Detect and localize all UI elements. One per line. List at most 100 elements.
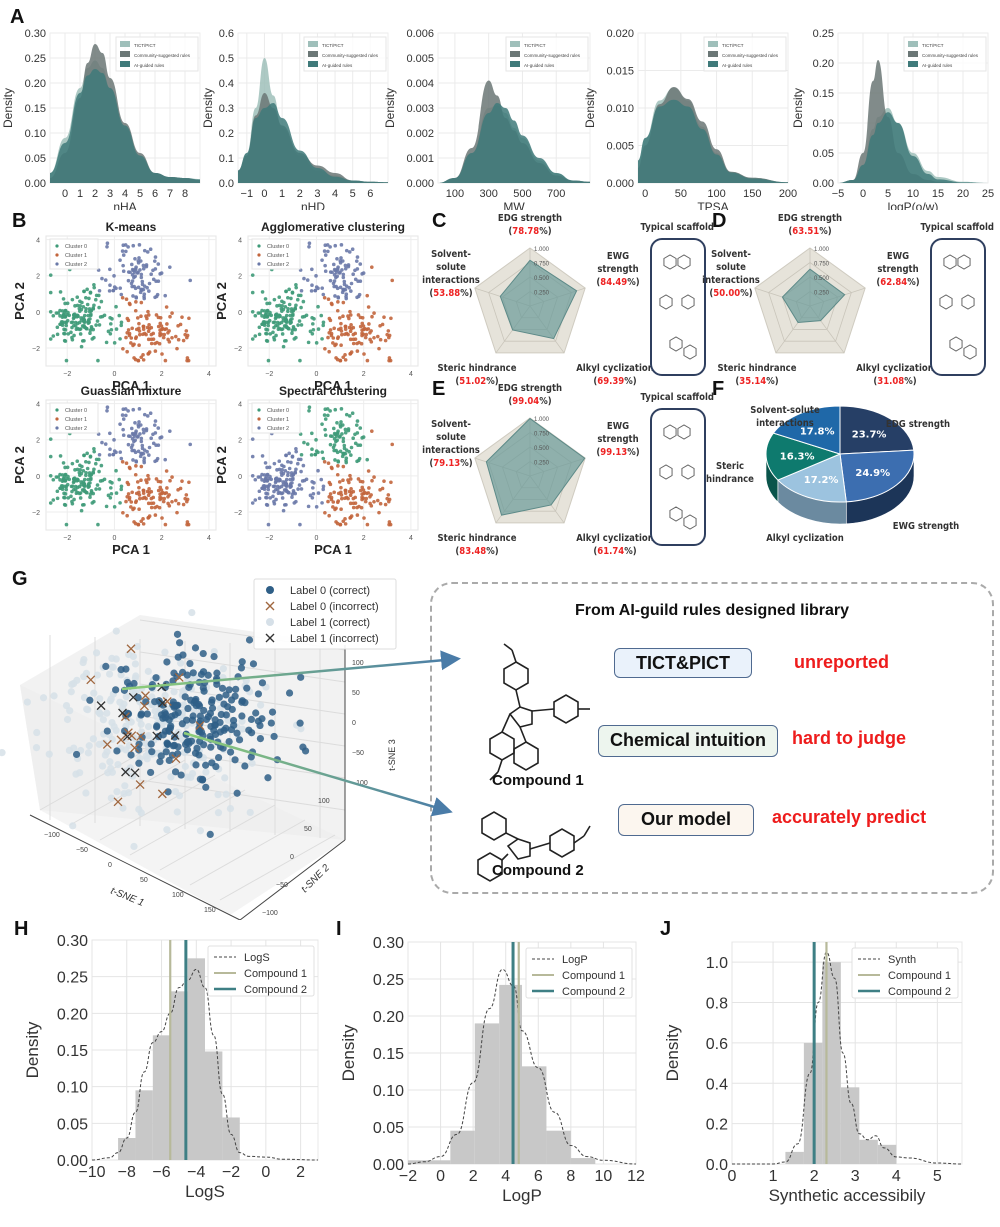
scatter-point bbox=[284, 483, 288, 487]
scatter-point bbox=[274, 314, 279, 319]
scatter-point bbox=[105, 241, 110, 246]
scatter-point bbox=[63, 301, 67, 306]
legend-swatch bbox=[120, 51, 130, 57]
scatter-point bbox=[260, 290, 265, 294]
scatter-point bbox=[88, 495, 92, 500]
radar-value: (99.13%) bbox=[596, 447, 640, 458]
y-tick-label: 0.05 bbox=[57, 1116, 88, 1133]
scatter-point bbox=[311, 327, 316, 332]
scatter-point bbox=[146, 329, 151, 334]
scaffold-title: Typical scaffold bbox=[640, 222, 715, 233]
scatter-point bbox=[341, 519, 346, 524]
scatter-point bbox=[343, 491, 348, 496]
point-label1-correct bbox=[202, 768, 210, 776]
scatter-point bbox=[186, 358, 191, 363]
scatter-point bbox=[69, 320, 74, 325]
scatter-point bbox=[81, 304, 86, 309]
histogram-bar bbox=[152, 1035, 171, 1160]
scatter-point bbox=[55, 325, 60, 330]
histogram-bar bbox=[570, 1158, 596, 1164]
scatter-point bbox=[153, 349, 158, 353]
point-label0-correct bbox=[207, 743, 215, 751]
scatter-point bbox=[326, 413, 330, 418]
scatter-point bbox=[138, 432, 142, 436]
scatter-point bbox=[149, 489, 154, 494]
scatter-point bbox=[351, 332, 356, 337]
legend-label: TICT/PICT bbox=[722, 43, 744, 48]
scatter-point bbox=[139, 275, 144, 280]
scatter-point bbox=[108, 267, 112, 272]
scatter-point bbox=[389, 316, 393, 321]
scatter-point bbox=[137, 343, 141, 348]
scatter-point bbox=[327, 494, 332, 499]
scatter-point bbox=[320, 286, 325, 290]
scatter-point bbox=[88, 454, 93, 459]
scatter-point bbox=[133, 268, 138, 272]
scatter-point bbox=[141, 430, 146, 435]
scatter-point bbox=[316, 468, 320, 473]
radar-tick-label: 1.000 bbox=[534, 247, 550, 253]
point-label1-correct bbox=[114, 760, 122, 769]
x-tick-label: 4 bbox=[207, 535, 211, 542]
legend-label: Cluster 2 bbox=[267, 426, 289, 432]
point-label0-correct bbox=[137, 710, 146, 718]
scatter-point bbox=[100, 314, 105, 319]
scatter-point bbox=[250, 337, 255, 341]
scatter-point bbox=[346, 428, 351, 433]
scatter-point bbox=[156, 324, 161, 329]
point-label1-correct bbox=[171, 787, 180, 796]
scatter-point bbox=[299, 469, 303, 474]
scatter-point bbox=[64, 358, 69, 363]
scatter-point bbox=[351, 436, 355, 440]
y-tick-label: −2 bbox=[32, 510, 40, 517]
point-label0-incorrect bbox=[116, 735, 126, 745]
y-tick-label: 0.005 bbox=[606, 141, 634, 153]
scatter-point bbox=[314, 274, 318, 278]
point-label1-incorrect bbox=[96, 701, 106, 711]
scatter-point bbox=[184, 493, 189, 497]
scatter-point bbox=[369, 340, 374, 344]
point-label0-correct bbox=[270, 732, 278, 741]
scatter-point bbox=[361, 332, 366, 337]
scatter-point bbox=[121, 433, 126, 437]
legend-label: Cluster 0 bbox=[65, 408, 87, 414]
y-tick-label: 0.00 bbox=[25, 178, 46, 190]
scatter-point bbox=[104, 340, 109, 345]
scatter-point bbox=[378, 337, 383, 342]
scatter-point bbox=[257, 489, 262, 494]
scatter-point bbox=[383, 502, 388, 507]
scatter-point bbox=[335, 432, 340, 436]
scatter-point bbox=[152, 259, 157, 263]
scatter-point bbox=[275, 324, 280, 328]
scatter-point bbox=[335, 308, 340, 313]
point-label0-correct bbox=[247, 715, 255, 724]
scatter-point bbox=[311, 491, 316, 496]
point-label1-correct bbox=[99, 716, 107, 724]
radar-tick-label: 0.250 bbox=[534, 461, 550, 467]
scatter-point bbox=[378, 324, 382, 328]
scatter-point bbox=[280, 473, 284, 477]
point-label0-correct bbox=[185, 683, 193, 691]
x-tick-label: 12 bbox=[627, 1168, 645, 1185]
x-tick-label: 0 bbox=[108, 862, 112, 869]
scatter-point bbox=[349, 281, 354, 286]
point-label0-correct bbox=[195, 678, 203, 687]
scatter-point bbox=[332, 279, 337, 283]
panel-label-c: C bbox=[432, 210, 447, 232]
scatter-point bbox=[323, 427, 327, 432]
y-tick-label: 0.4 bbox=[706, 1076, 728, 1093]
point-label0-correct bbox=[217, 710, 225, 719]
scatter-point bbox=[309, 289, 314, 293]
scatter-point bbox=[341, 300, 346, 305]
scatter-point bbox=[351, 489, 356, 494]
point-label0-correct bbox=[151, 698, 159, 706]
scatter-point bbox=[176, 337, 181, 342]
scatter-point bbox=[121, 427, 125, 432]
scatter-point bbox=[328, 492, 333, 496]
scatter-point bbox=[87, 309, 92, 314]
x-tick-label: −2 bbox=[399, 1168, 417, 1185]
